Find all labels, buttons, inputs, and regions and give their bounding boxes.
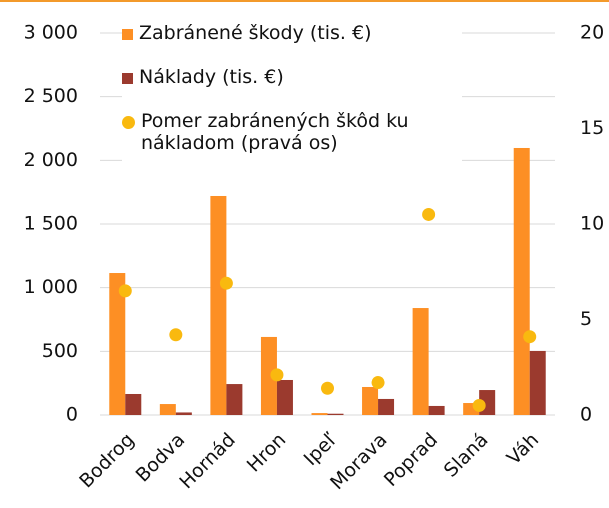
y2-tick-label: 0 [580,404,592,426]
y-tick-label: 3 000 [24,22,78,44]
ratio-point [169,328,183,342]
bar [210,195,227,415]
legend-swatch [122,29,133,40]
x-tick-label: Morava [326,429,391,494]
ratio-point [118,284,132,298]
legend-item: Pomer zabránených škôd ku nákladom (prav… [122,110,462,154]
bar [362,386,379,415]
bar [260,336,277,415]
bar [327,413,344,415]
x-tick-label: Slaná [440,429,493,482]
x-tick-label: Bodrog [75,429,139,493]
legend-item: Náklady (tis. €) [122,66,462,88]
bar [311,413,328,415]
bar [276,379,293,415]
ratio-point [270,368,284,382]
x-tick-label: Ipeľ [300,428,342,470]
ratio-point [422,207,436,221]
ratio-point [472,398,486,412]
legend-swatch [122,73,133,84]
ratio-point [321,381,334,395]
legend-label: Pomer zabránených škôd ku nákladom (prav… [141,110,409,154]
x-tick-label: Poprad [380,429,442,491]
y2-tick-label: 15 [580,117,604,139]
legend-label: Náklady (tis. €) [139,66,284,88]
ratio-point [523,330,537,344]
y-tick-label: 2 500 [24,85,78,107]
y2-tick-label: 20 [580,22,604,44]
bar [529,350,546,415]
y2-tick-label: 5 [580,308,592,330]
y-tick-label: 2 000 [24,149,78,171]
x-tick-label: Hron [243,429,291,477]
bar [159,404,176,415]
legend-swatch [122,116,135,129]
y-tick-label: 1 000 [24,276,78,298]
ratio-point [219,276,233,290]
bar [125,393,142,415]
bar [226,384,243,415]
legend-item: Zabránené škody (tis. €) [122,22,462,44]
x-tick-label: Hornád [175,429,239,493]
y-tick-label: 500 [42,340,78,362]
x-tick-label: Váh [503,429,543,469]
legend-label: Zabránené škody (tis. €) [139,22,372,44]
bar [412,308,429,415]
legend: Zabránené škody (tis. €) Náklady (tis. €)… [122,22,462,176]
bar [378,398,395,415]
bar [109,273,126,415]
bar [513,147,530,415]
y-tick-label: 1 500 [24,213,78,235]
bar [428,405,445,415]
y2-tick-label: 10 [580,213,604,235]
bar [463,403,480,415]
ratio-point [371,376,385,390]
y-tick-label: 0 [66,404,78,426]
bar [175,412,192,415]
